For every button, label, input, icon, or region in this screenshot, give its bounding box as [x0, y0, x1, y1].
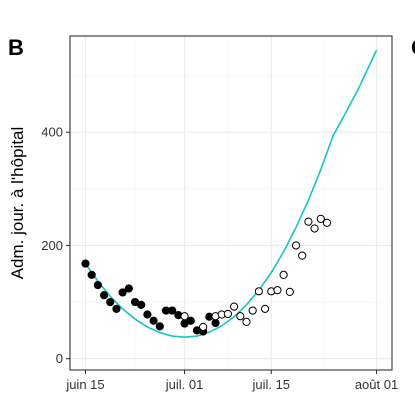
projected-point: [285, 287, 294, 296]
observed-point: [211, 318, 220, 328]
observed-point: [106, 297, 115, 307]
y-axis: 0 200 400: [41, 125, 70, 366]
projected-point: [254, 287, 263, 296]
projected-point: [223, 309, 233, 319]
y-axis-title: Adm. jour. à l'hôpital: [8, 127, 27, 280]
plot-border: [69, 35, 393, 371]
projected-point: [229, 302, 239, 311]
observed-point: [137, 300, 146, 309]
observed-point: [186, 316, 195, 325]
projected-point: [180, 312, 189, 321]
observed-point: [149, 316, 158, 325]
observed-point: [124, 284, 133, 293]
x-tick-label: juil. 01: [165, 377, 204, 392]
observed-point: [112, 304, 121, 313]
series-layer: [81, 49, 378, 338]
projected-point: [298, 251, 307, 260]
x-tick-label: juil. 15: [251, 377, 290, 392]
observed-point: [93, 280, 102, 290]
observed-point: [118, 288, 127, 297]
projected-point: [242, 317, 251, 326]
projected-point: [236, 312, 245, 321]
projected-point: [199, 322, 208, 332]
projected-point: [304, 217, 313, 226]
projected-point: [273, 286, 282, 295]
observed-point: [81, 259, 90, 268]
observed-point: [99, 291, 109, 300]
projected-point: [322, 218, 332, 227]
fit-line: [84, 49, 378, 338]
projected-point: [316, 214, 325, 223]
next-panel-label: C: [411, 35, 415, 60]
grid-minor: [70, 36, 392, 370]
observed-point: [168, 306, 177, 315]
observed-point: [87, 270, 96, 279]
projected-point: [291, 241, 301, 250]
y-tick-label: 400: [41, 125, 63, 140]
y-tick-label: 200: [41, 238, 63, 253]
projected-point: [260, 304, 270, 313]
observed-point: [155, 322, 164, 331]
observed-point: [143, 310, 152, 319]
projected-point: [279, 270, 288, 279]
panel-label: B: [8, 35, 24, 60]
y-tick-label: 0: [56, 351, 63, 366]
x-axis: juin 15 juil. 01 juil. 15 août 01: [65, 370, 398, 392]
x-tick-label: août 01: [355, 377, 398, 392]
x-tick-label: juin 15: [65, 377, 104, 392]
projected-point: [310, 224, 319, 233]
projected-point: [248, 306, 257, 315]
